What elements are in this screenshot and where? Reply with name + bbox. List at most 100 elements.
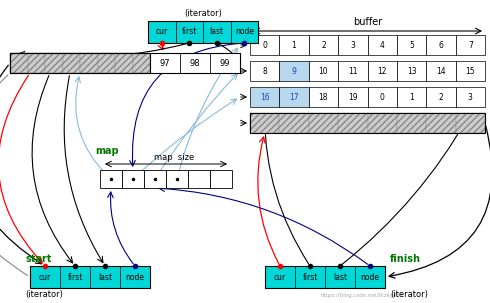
Bar — [10, 53, 150, 73]
Text: 14: 14 — [436, 66, 446, 75]
Bar — [426, 61, 456, 81]
Text: 1: 1 — [292, 41, 296, 49]
Bar — [368, 87, 397, 107]
Bar — [279, 35, 309, 55]
Text: 18: 18 — [318, 92, 328, 102]
Text: node: node — [125, 272, 145, 281]
Bar — [368, 35, 397, 55]
Bar — [456, 87, 485, 107]
Text: cur: cur — [274, 272, 286, 281]
Text: 9: 9 — [292, 66, 296, 75]
Text: 97: 97 — [160, 58, 171, 68]
Text: buffer: buffer — [353, 17, 382, 27]
Text: 16: 16 — [260, 92, 270, 102]
Text: 8: 8 — [262, 66, 267, 75]
Bar — [426, 87, 456, 107]
Bar — [210, 53, 240, 73]
Bar — [456, 61, 485, 81]
Text: 19: 19 — [348, 92, 358, 102]
Bar — [397, 113, 426, 133]
Text: cur: cur — [156, 28, 168, 36]
Bar — [144, 170, 166, 188]
Text: map: map — [95, 146, 119, 156]
Bar — [100, 170, 122, 188]
Text: first: first — [67, 272, 83, 281]
Bar — [265, 266, 385, 288]
Bar — [10, 53, 27, 73]
Bar — [166, 170, 188, 188]
Text: last: last — [210, 28, 224, 36]
Bar — [132, 53, 150, 73]
Text: (iterator): (iterator) — [390, 290, 428, 299]
Text: last: last — [98, 272, 112, 281]
Bar — [338, 61, 368, 81]
Text: (iterator): (iterator) — [184, 9, 222, 18]
Text: 12: 12 — [377, 66, 387, 75]
Text: 5: 5 — [409, 41, 414, 49]
Bar — [309, 61, 338, 81]
Bar — [368, 61, 397, 81]
Text: 0: 0 — [262, 41, 267, 49]
Text: start: start — [25, 254, 51, 264]
Text: 98: 98 — [190, 58, 200, 68]
Text: 15: 15 — [466, 66, 475, 75]
Bar — [122, 170, 144, 188]
Text: 3: 3 — [350, 41, 355, 49]
Bar — [456, 35, 485, 55]
Text: 2: 2 — [321, 41, 326, 49]
Bar — [80, 53, 98, 73]
Bar — [397, 87, 426, 107]
Text: 1: 1 — [409, 92, 414, 102]
Text: first: first — [182, 28, 197, 36]
Text: 10: 10 — [318, 66, 328, 75]
Text: map  size: map size — [154, 153, 194, 162]
Bar — [45, 53, 63, 73]
Text: 17: 17 — [289, 92, 299, 102]
Text: node: node — [361, 272, 379, 281]
Bar — [426, 35, 456, 55]
Bar — [426, 113, 456, 133]
Bar — [279, 87, 309, 107]
Bar — [148, 21, 258, 43]
Bar — [180, 53, 210, 73]
Text: 3: 3 — [468, 92, 473, 102]
Text: 99: 99 — [220, 58, 230, 68]
Text: 13: 13 — [407, 66, 416, 75]
Bar — [98, 53, 115, 73]
Bar — [309, 35, 338, 55]
Bar — [338, 113, 368, 133]
Bar — [250, 113, 279, 133]
Bar — [250, 35, 279, 55]
Bar — [30, 266, 150, 288]
Bar — [188, 170, 210, 188]
Bar — [63, 53, 80, 73]
Bar — [338, 35, 368, 55]
Bar — [250, 87, 279, 107]
Bar — [250, 113, 485, 133]
Text: cur: cur — [39, 272, 51, 281]
Bar — [10, 53, 240, 73]
Bar — [397, 61, 426, 81]
Text: first: first — [302, 272, 318, 281]
Text: https://blog.csdn.net/lkzky001: https://blog.csdn.net/lkzky001 — [320, 293, 404, 298]
Bar — [250, 61, 279, 81]
Bar — [210, 170, 232, 188]
Text: finish: finish — [390, 254, 421, 264]
Bar — [309, 113, 338, 133]
Bar — [279, 61, 309, 81]
Bar — [27, 53, 45, 73]
Text: 11: 11 — [348, 66, 358, 75]
Bar — [397, 35, 426, 55]
Text: last: last — [333, 272, 347, 281]
Text: 7: 7 — [468, 41, 473, 49]
Bar — [150, 53, 180, 73]
Text: 6: 6 — [439, 41, 443, 49]
Text: 4: 4 — [380, 41, 385, 49]
Bar — [456, 113, 485, 133]
Bar — [338, 87, 368, 107]
Bar — [368, 113, 397, 133]
Bar — [309, 87, 338, 107]
Text: 0: 0 — [380, 92, 385, 102]
Text: node: node — [235, 28, 254, 36]
Text: 2: 2 — [439, 92, 443, 102]
